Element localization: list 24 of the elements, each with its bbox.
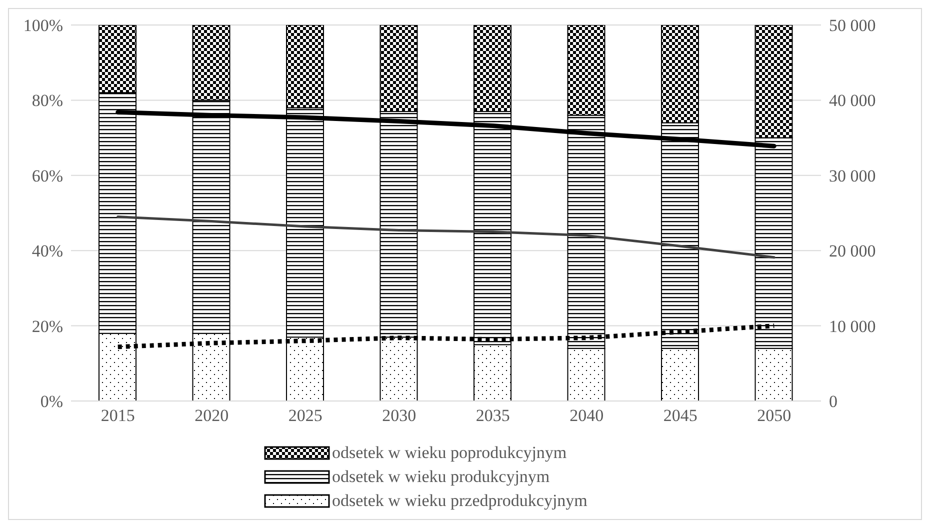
y2-tick-label: 0 bbox=[829, 392, 838, 412]
y2-tick-label: 20 000 bbox=[829, 242, 876, 261]
legend-label: odsetek w wieku przedprodukcyjnym bbox=[332, 490, 588, 512]
y2-tick-label: 40 000 bbox=[829, 91, 876, 110]
y-tick-label: 60% bbox=[32, 166, 63, 186]
x-tick-label: 2040 bbox=[570, 406, 604, 426]
legend-label: odsetek w wieku poprodukcyjnym bbox=[332, 442, 567, 464]
x-tick-label: 2025 bbox=[288, 406, 322, 426]
line-series bbox=[116, 216, 776, 259]
x-tick-label: 2050 bbox=[757, 406, 792, 426]
x-tick-label: 2035 bbox=[476, 406, 510, 426]
legend-label: odsetek w wieku produkcyjnym bbox=[332, 466, 550, 488]
y2-tick-label: 50 000 bbox=[829, 16, 876, 36]
y-tick-label: 40% bbox=[32, 242, 63, 261]
x-tick-label: 2030 bbox=[382, 406, 416, 426]
x-tick-label: 2020 bbox=[194, 406, 229, 426]
x-tick-label: 2045 bbox=[663, 406, 698, 426]
y-tick-label: 100% bbox=[23, 16, 63, 36]
y2-tick-label: 30 000 bbox=[829, 166, 876, 186]
y2-tick-label: 10 000 bbox=[829, 316, 876, 336]
y-tick-label: 0% bbox=[40, 392, 63, 412]
y-tick-label: 80% bbox=[32, 91, 63, 110]
y-tick-label: 20% bbox=[32, 316, 63, 336]
x-tick-label: 2015 bbox=[100, 406, 135, 426]
